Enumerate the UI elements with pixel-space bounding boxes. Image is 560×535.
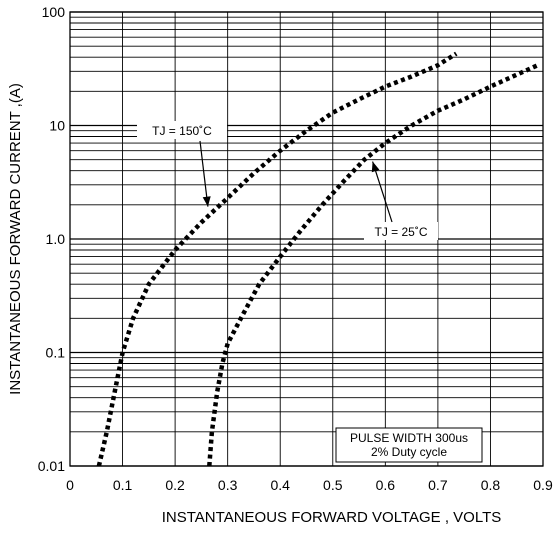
x-tick-label: 0.4	[270, 477, 290, 493]
grid	[69, 11, 544, 467]
y-tick-label: 100	[42, 4, 66, 20]
x-tick-label: 0.1	[113, 477, 133, 493]
x-tick-label: 0.5	[323, 477, 343, 493]
label-150c-arrow-line	[199, 140, 209, 207]
axes: 0 0.1 0.2 0.3 0.4 0.5 0.6 0.7 0.8 0.9 0.01 0.1 1.0 10…	[7, 4, 553, 526]
label-25c-arrow-head	[371, 161, 380, 173]
y-tick-label: 0.1	[46, 345, 66, 361]
label-25c: TJ = 25˚C	[374, 225, 427, 239]
series-group	[96, 51, 539, 467]
x-tick-label: 0	[66, 477, 74, 493]
label-150c-arrow-head	[202, 196, 211, 207]
pulse-info-box	[335, 427, 483, 463]
series-line-1	[207, 63, 539, 467]
y-tick-label: 10	[49, 118, 65, 134]
y-axis-title: INSTANTANEOUS FORWARD CURRENT ,(A)	[7, 83, 24, 395]
duty-cycle-text: 2% Duty cycle	[371, 445, 447, 459]
x-axis-title: INSTANTANEOUS FORWARD VOLTAGE , VOLTS	[162, 509, 502, 526]
x-tick-label: 0.7	[428, 477, 448, 493]
pulse-width-text: PULSE WIDTH 300us	[350, 431, 468, 445]
label-25c-arrow-line	[371, 161, 393, 223]
label-150c-bg	[137, 121, 227, 139]
series-line-0	[96, 51, 458, 467]
y-tick-label: 0.01	[38, 458, 65, 474]
label-25c-bg	[364, 222, 438, 240]
x-tick-label: 0.2	[165, 477, 185, 493]
x-tick-label: 0.3	[218, 477, 238, 493]
label-150c: TJ = 150˚C	[152, 124, 212, 138]
plot-frame	[69, 11, 544, 467]
x-tick-label: 0.6	[376, 477, 396, 493]
y-tick-label: 1.0	[46, 231, 66, 247]
x-tick-label: 0.8	[481, 477, 501, 493]
x-tick-label: 0.9	[533, 477, 553, 493]
